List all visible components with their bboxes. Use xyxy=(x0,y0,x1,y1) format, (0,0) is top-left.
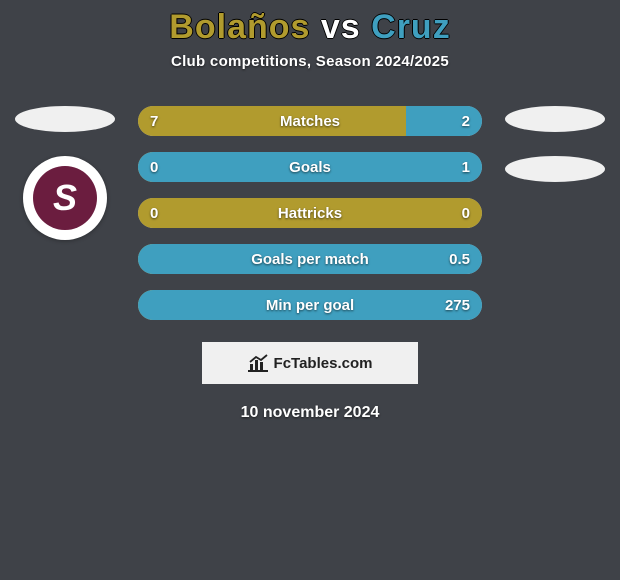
title-vs: vs xyxy=(310,8,371,46)
stat-bar-right-fill xyxy=(138,244,482,274)
stat-bars: 72Matches 01Goals 00Hattricks 0.5Goals per … xyxy=(120,106,500,320)
page-title: Bolaños vs Cruz xyxy=(0,8,620,47)
title-player-left: Bolaños xyxy=(169,8,310,46)
stat-bar-right-fill xyxy=(406,106,482,136)
stat-bar-row: 275Min per goal xyxy=(138,290,482,320)
stat-bar-row: 0.5Goals per match xyxy=(138,244,482,274)
player-avatar-left xyxy=(15,106,115,132)
date-text: 10 november 2024 xyxy=(0,404,620,422)
content-wrapper: Bolaños vs Cruz Club competitions, Seaso… xyxy=(0,0,620,580)
right-side-column xyxy=(500,106,610,182)
source-logo: FcTables.com xyxy=(202,342,418,384)
stat-bar-row: 72Matches xyxy=(138,106,482,136)
stat-bar-left-fill xyxy=(138,106,406,136)
stat-bar-right-fill xyxy=(138,290,482,320)
team-badge-left-inner: S xyxy=(33,166,97,230)
chart-icon xyxy=(248,354,268,372)
player-avatar-right xyxy=(505,106,605,132)
stat-bar-row: 01Goals xyxy=(138,152,482,182)
team-badge-left: S xyxy=(23,156,107,240)
source-logo-text: FcTables.com xyxy=(274,355,373,372)
stat-bar-right-fill xyxy=(138,152,482,182)
team-badge-right xyxy=(505,156,605,182)
comparison-region: S 72Matches 01Goals 00Hattricks 0.5Goals pe… xyxy=(0,106,620,320)
title-player-right: Cruz xyxy=(371,8,451,46)
left-side-column: S xyxy=(10,106,120,240)
subtitle: Club competitions, Season 2024/2025 xyxy=(0,53,620,70)
stat-bar-row: 00Hattricks xyxy=(138,198,482,228)
stat-bar-left-fill xyxy=(138,198,482,228)
